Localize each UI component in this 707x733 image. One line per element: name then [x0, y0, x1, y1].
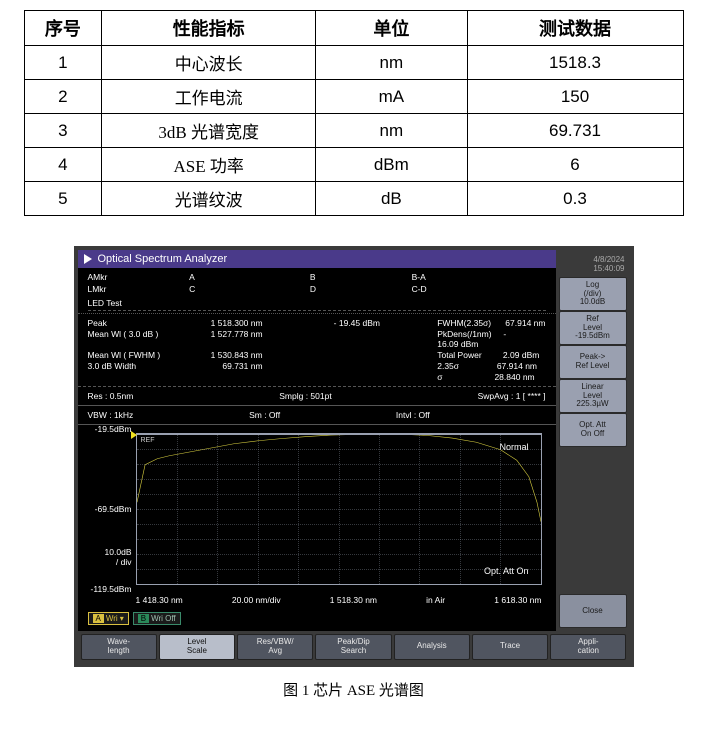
bottom-tab[interactable]: Trace	[472, 634, 548, 660]
table-cell: 1	[24, 46, 102, 80]
col-header-unit: 单位	[316, 11, 467, 46]
table-cell: dBm	[316, 148, 467, 182]
figure-caption: 图 1 芯片 ASE 光谱图	[10, 679, 697, 700]
bottom-tab[interactable]: Appli-cation	[550, 634, 626, 660]
table-cell: 0.3	[467, 182, 683, 216]
side-button[interactable]: Peak->Ref Level	[559, 345, 627, 379]
table-cell: dB	[316, 182, 467, 216]
analyzer-title: Optical Spectrum Analyzer	[98, 253, 228, 265]
title-triangle-icon	[84, 254, 92, 264]
table-row: 33dB 光谱宽度nm69.731	[24, 114, 683, 148]
table-row: 1中心波长nm1518.3	[24, 46, 683, 80]
y-axis-label: -69.5dBm	[95, 504, 132, 514]
side-button[interactable]: LinearLevel225.3µW	[559, 379, 627, 413]
settings-row: Res : 0.5nm Smplg : 501pt SwpAvg : 1 [ *…	[78, 386, 556, 406]
table-cell: 3dB 光谱宽度	[102, 114, 316, 148]
table-cell: ASE 功率	[102, 148, 316, 182]
datetime-label: 4/8/2024 15:40:09	[559, 253, 627, 275]
table-cell: nm	[316, 46, 467, 80]
marker-header: AMkr A B B-A LMkr C D C-D LED Test	[78, 268, 556, 314]
y-axis-label: -19.5dBm	[95, 424, 132, 434]
table-row: 2工作电流mA150	[24, 80, 683, 114]
table-cell: 2	[24, 80, 102, 114]
table-cell: 150	[467, 80, 683, 114]
table-row: 4ASE 功率dBm6	[24, 148, 683, 182]
table-cell: 光谱纹波	[102, 182, 316, 216]
col-header-value: 测试数据	[467, 11, 683, 46]
bottom-tab-bar: Wave-lengthLevelScaleRes/VBW/AvgPeak/Dip…	[78, 631, 630, 663]
measurement-info: Peak 1 518.300 nm - 19.45 dBm FWHM(2.35σ…	[78, 314, 556, 386]
trace-status: AWri▾ BWri Off	[78, 609, 556, 631]
side-button[interactable]: Opt. AttOn Off	[559, 413, 627, 447]
table-cell: mA	[316, 80, 467, 114]
side-button-panel: 4/8/2024 15:40:09 Log(/div)10.0dBRefLeve…	[556, 250, 630, 631]
led-test-label: LED Test	[88, 298, 546, 311]
table-cell: 中心波长	[102, 46, 316, 80]
close-button[interactable]: Close	[559, 594, 627, 628]
bottom-tab[interactable]: Wave-length	[81, 634, 157, 660]
bottom-tab[interactable]: Res/VBW/Avg	[237, 634, 313, 660]
bottom-tab[interactable]: Peak/DipSearch	[315, 634, 391, 660]
table-cell: 1518.3	[467, 46, 683, 80]
analyzer-window: Optical Spectrum Analyzer AMkr A B B-A L…	[74, 246, 634, 667]
col-header-perf: 性能指标	[102, 11, 316, 46]
y-axis-label: -119.5dBm	[91, 584, 132, 594]
table-cell: 工作电流	[102, 80, 316, 114]
x-axis-row: 1 418.30 nm 20.00 nm/div 1 518.30 nm in …	[78, 593, 556, 609]
spectrum-plot: -19.5dBm-69.5dBm10.0dB/ div-119.5dBm Nor…	[88, 429, 546, 589]
table-cell: 6	[467, 148, 683, 182]
y-axis-label: 10.0dB/ div	[105, 547, 132, 567]
spec-table: 序号 性能指标 单位 测试数据 1中心波长nm1518.32工作电流mA1503…	[24, 10, 684, 216]
table-cell: 4	[24, 148, 102, 182]
table-cell: 3	[24, 114, 102, 148]
table-row: 5光谱纹波dB0.3	[24, 182, 683, 216]
analyzer-titlebar: Optical Spectrum Analyzer	[78, 250, 556, 268]
table-cell: 69.731	[467, 114, 683, 148]
table-cell: nm	[316, 114, 467, 148]
table-cell: 5	[24, 182, 102, 216]
col-header-seq: 序号	[24, 11, 102, 46]
side-button[interactable]: RefLevel-19.5dBm	[559, 311, 627, 345]
side-button[interactable]: Log(/div)10.0dB	[559, 277, 627, 311]
bottom-tab[interactable]: Analysis	[394, 634, 470, 660]
bottom-tab[interactable]: LevelScale	[159, 634, 235, 660]
